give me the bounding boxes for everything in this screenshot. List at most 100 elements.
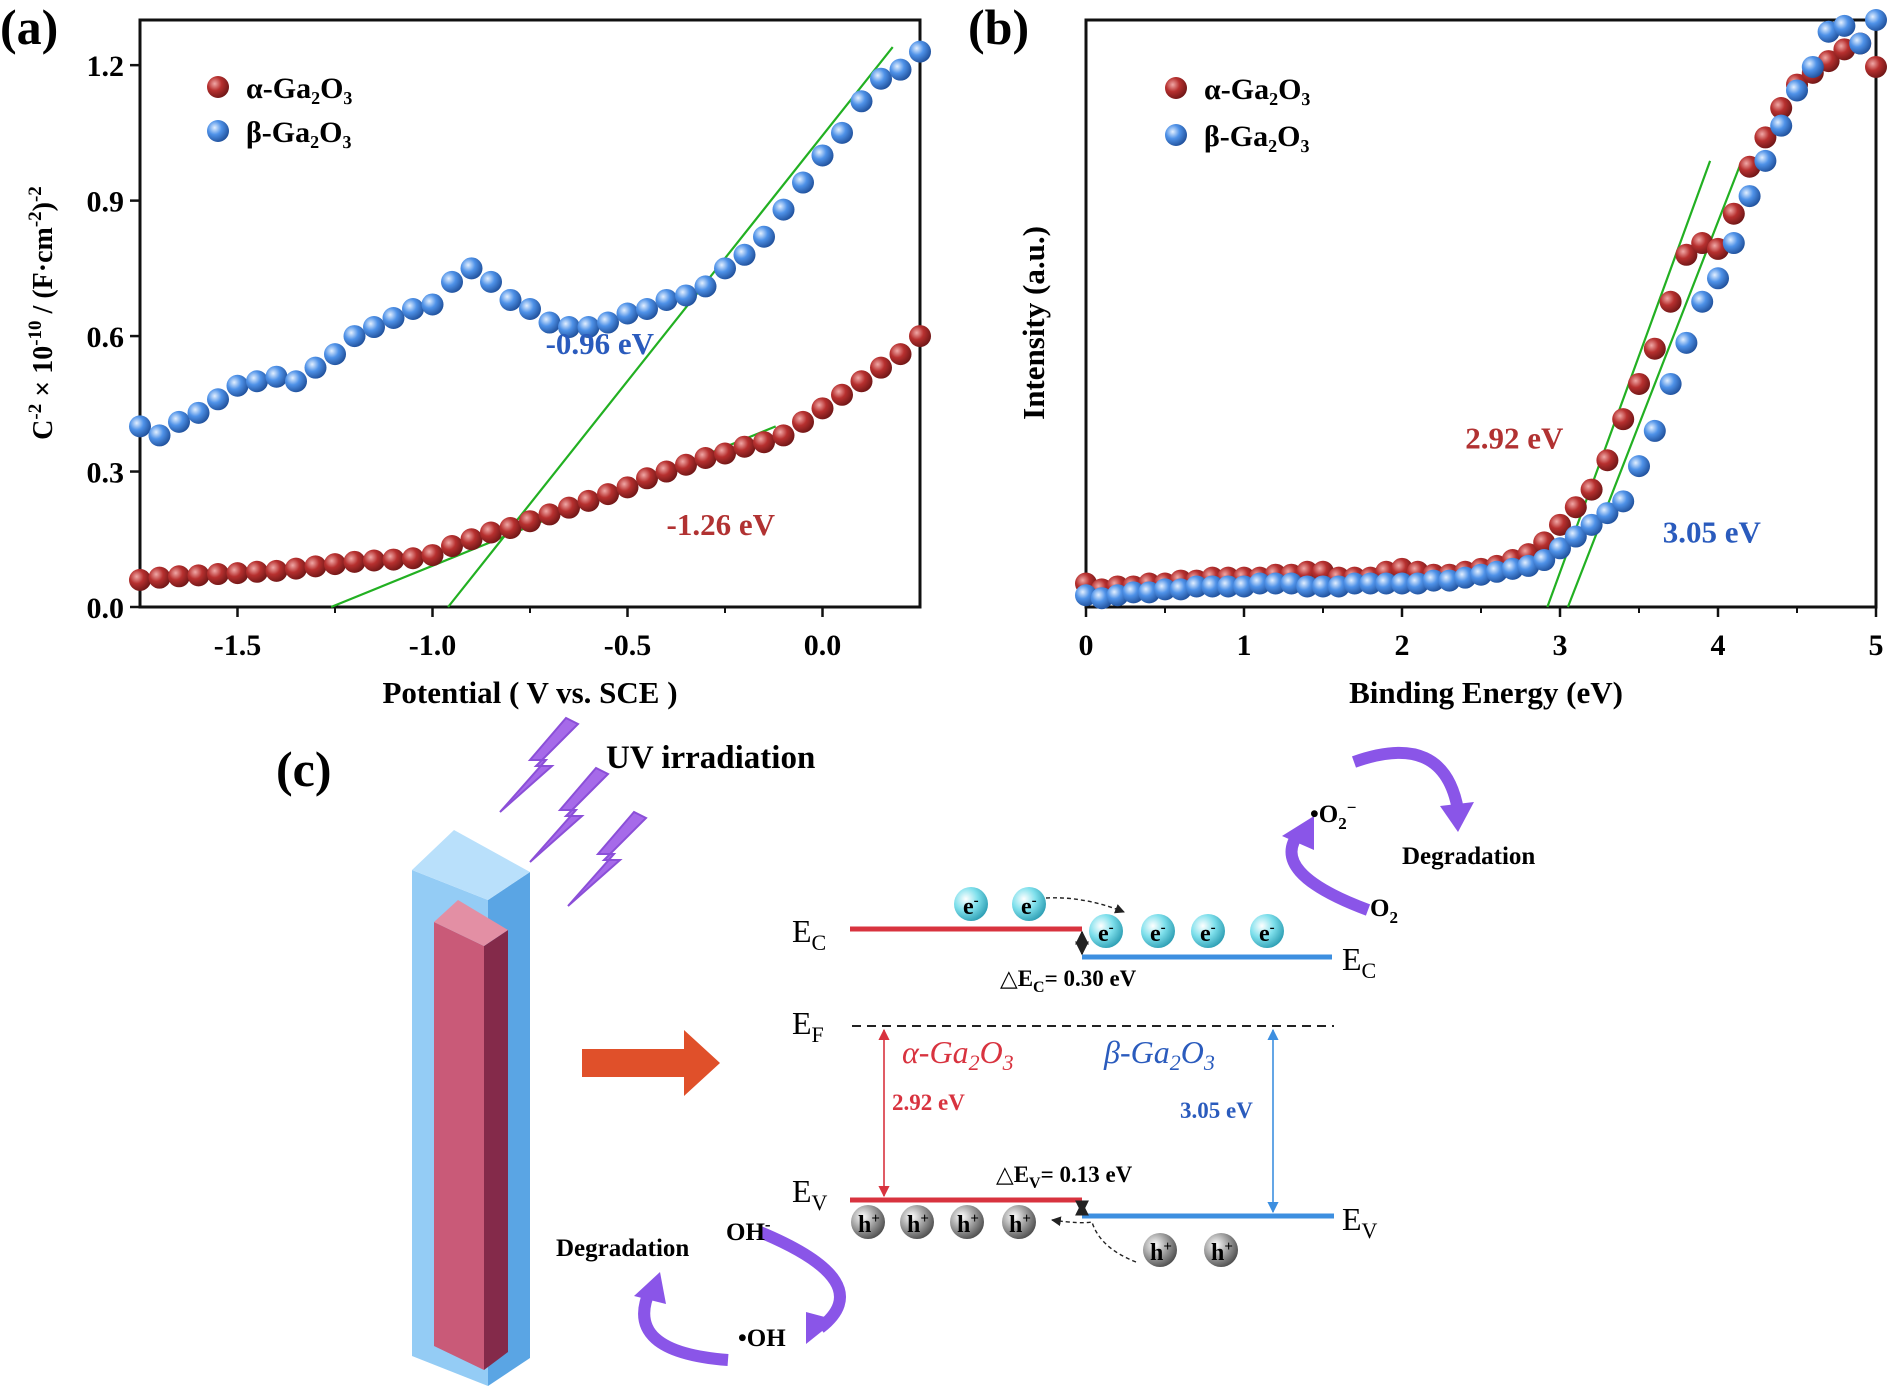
alpha-data-point-a: [577, 489, 600, 512]
beta-data-point-a: [168, 410, 190, 433]
beta-data-point-a: [636, 297, 658, 320]
beta-data-point-b: [1643, 419, 1666, 442]
annotations-a: -0.96 eV -1.26 eV: [546, 326, 776, 542]
beta-data-point-a: [733, 243, 756, 266]
svg-text:e-: e-: [1150, 920, 1166, 947]
annotation-label-b: 3.05 eV: [1663, 514, 1762, 549]
alpha-data-point-a: [909, 325, 931, 348]
alpha-data-point-b: [1596, 449, 1619, 472]
beta-data-point-a: [226, 374, 249, 397]
hole: h+: [1143, 1233, 1177, 1267]
alpha-data-point-a: [148, 566, 171, 589]
alpha-data-point-b: [1770, 97, 1793, 120]
beta-data-point-b: [1833, 14, 1856, 37]
alpha-data-point-a: [616, 476, 639, 499]
alpha-data-point-a: [538, 503, 561, 526]
hydroxyl-radical-label: •OH: [738, 1325, 786, 1352]
cycle-arrowhead-upper-right-icon: [1440, 802, 1474, 832]
beta-data-point-a: [460, 257, 483, 280]
beta-data-point-a: [343, 325, 366, 348]
alpha-data-point-a: [285, 557, 307, 580]
alpha-data-point-a: [441, 535, 463, 558]
svg-text:h+: h+: [1009, 1211, 1031, 1238]
alpha-data-point-a: [655, 460, 678, 483]
electron: e-: [1012, 887, 1046, 921]
panel-c: (c) UV irradiation: [276, 716, 1535, 1386]
cycle-arrow-lower-right-icon: [757, 1226, 846, 1333]
beta-data-point-b: [1375, 572, 1398, 595]
x-tick-label-a: -1.0: [409, 629, 457, 662]
svg-text:e-: e-: [1259, 920, 1275, 947]
alpha-data-point-a: [382, 548, 405, 571]
alpha-data-point-a: [733, 435, 756, 458]
panel-a: (a) -1.5 -1.0 -0.5 0.0 0.0 0.3 0.6 0.9 1.2 Pote…: [0, 0, 931, 710]
beta-data-point-a: [616, 302, 639, 325]
alpha-data-point-a: [363, 549, 385, 572]
alpha-data-point-a: [246, 560, 268, 583]
x-ticks-b: 0 1 2 3 4 5: [1079, 607, 1884, 662]
ec-label-left: EC: [792, 913, 826, 955]
legend-b: α-Ga₂O₃ β-Ga₂O₃: [1165, 73, 1310, 153]
svg-text:h+: h+: [957, 1211, 979, 1238]
alpha-data-point-a: [499, 516, 522, 539]
beta-data-point-a: [850, 90, 873, 113]
beta-data-point-b: [1770, 114, 1793, 137]
alpha-data-point-b: [1643, 337, 1666, 360]
alpha-data-point-a: [421, 544, 444, 567]
alpha-data-point-a: [343, 550, 366, 573]
x-tick-label-a: -1.5: [214, 629, 262, 662]
beta-data-point-b: [1312, 575, 1334, 598]
alpha-data-point-a: [304, 555, 327, 578]
alpha-data-point-a: [889, 343, 912, 366]
superoxide-label: •O2−: [1310, 798, 1356, 833]
svg-text:h+: h+: [1211, 1239, 1233, 1266]
data-points-b: [1075, 9, 1887, 610]
beta-data-point-a: [265, 365, 288, 388]
beta-data-point-a: [499, 288, 522, 311]
hole-transfer-arrow: [1051, 1216, 1137, 1263]
block-arrow-icon: [582, 1030, 720, 1096]
alpha-data-point-b: [1754, 126, 1777, 149]
alpha-data-point-a: [265, 559, 288, 582]
x-axis-label-a: Potential ( V vs. SCE ): [382, 675, 677, 710]
alpha-data-point-a: [714, 442, 736, 465]
beta-data-point-b: [1675, 331, 1698, 354]
beta-data-point-b: [1422, 569, 1445, 592]
alpha-data-point-a: [792, 410, 814, 433]
delta-ev-label: △EV= 0.13 eV: [996, 1162, 1133, 1192]
svg-text:e-: e-: [1200, 920, 1216, 947]
beta-data-point-a: [129, 415, 151, 438]
beta-data-point-a: [655, 288, 678, 311]
cycle-arrow-upper-right-icon: [1351, 746, 1464, 812]
hole: h+: [950, 1205, 984, 1239]
alpha-data-point-a: [753, 431, 775, 454]
alpha-data-point-b: [1564, 496, 1587, 519]
beta-data-point-b: [1596, 502, 1619, 525]
electron: e-: [1141, 914, 1175, 948]
beta-data-point-a: [597, 311, 619, 334]
beta-data-point-a: [246, 370, 268, 393]
beta-data-point-a: [792, 171, 814, 194]
cycle-arrowhead-lower-right-icon: [806, 1312, 836, 1344]
delta-ec-label: △EC= 0.30 eV: [1000, 966, 1137, 996]
beta-data-point-a: [714, 257, 736, 280]
beta-data-point-b: [1612, 490, 1635, 513]
rod-inner-side: [484, 930, 508, 1370]
holes: h+ h+ h+ h+ h+ h+: [851, 1205, 1238, 1267]
alpha-data-point-b: [1612, 408, 1635, 431]
beta-data-point-a: [382, 307, 405, 330]
degradation-bottom-label: Degradation: [556, 1235, 689, 1262]
alpha-data-point-a: [402, 547, 424, 570]
x-tick-label-b: 4: [1711, 629, 1726, 662]
electron: e-: [1089, 914, 1123, 948]
beta-data-point-a: [402, 297, 424, 320]
beta-data-point-a: [363, 316, 385, 339]
beta-data-point-a: [577, 316, 600, 339]
y-axis-label-b: Intensity (a.u.): [1016, 226, 1051, 420]
hydroxide-label: OH-: [726, 1215, 771, 1246]
alpha-data-point-a: [870, 356, 892, 379]
x-tick-label-a: -0.5: [604, 629, 652, 662]
svg-text:e-: e-: [1098, 920, 1114, 947]
beta-phase-label: β-Ga2O3: [1103, 1034, 1215, 1075]
beta-data-point-b: [1707, 267, 1729, 290]
